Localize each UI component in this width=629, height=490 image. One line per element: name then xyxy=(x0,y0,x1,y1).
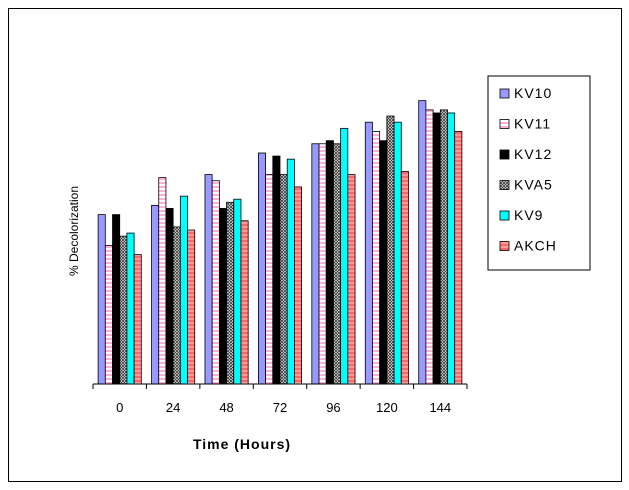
bar-kv11-24 xyxy=(158,177,167,385)
bar-kv9-72 xyxy=(286,158,295,385)
bar-kv12-0 xyxy=(112,214,121,385)
x-tick-label-72: 72 xyxy=(273,400,287,415)
x-tick-label-24: 24 xyxy=(166,400,180,415)
bar-akch-96 xyxy=(347,174,356,385)
y-axis-title: % Decolorization xyxy=(67,186,81,276)
bar-kva5-48 xyxy=(226,201,235,385)
bar-kv11-96 xyxy=(318,143,327,385)
bar-kva5-0 xyxy=(119,235,128,385)
bar-akch-72 xyxy=(293,186,302,385)
bar-kva5-96 xyxy=(333,143,342,385)
legend-box xyxy=(487,75,591,271)
legend-label-kv12: KV12 xyxy=(514,146,552,162)
bar-kv11-144 xyxy=(425,109,434,385)
bar-kv12-48 xyxy=(218,208,227,385)
legend-swatch-kv11 xyxy=(499,119,510,129)
bar-akch-24 xyxy=(187,229,196,385)
legend-swatch-akch xyxy=(499,241,510,251)
bar-kv9-120 xyxy=(393,121,402,385)
x-tick-label-144: 144 xyxy=(429,400,451,415)
bar-kva5-120 xyxy=(386,115,395,385)
bar-kv10-72 xyxy=(257,152,266,385)
legend-label-kv10: KV10 xyxy=(514,85,552,101)
bar-kv10-0 xyxy=(97,214,106,385)
bar-kv10-24 xyxy=(151,204,160,385)
bar-akch-48 xyxy=(240,220,249,385)
legend: KV10 KV11 KV12 KVA5 KV9 AKCH xyxy=(487,75,591,271)
bar-kv10-120 xyxy=(364,121,373,385)
bar-kv10-96 xyxy=(311,143,320,385)
x-tick-label-48: 48 xyxy=(219,400,233,415)
bar-kv11-72 xyxy=(265,174,274,385)
x-tick-label-120: 120 xyxy=(376,400,398,415)
bar-kva5-24 xyxy=(172,226,181,385)
bar-kva5-144 xyxy=(439,109,448,385)
x-tick-label-96: 96 xyxy=(326,400,340,415)
legend-label-kv9: KV9 xyxy=(514,207,543,223)
bar-kv9-48 xyxy=(233,198,242,385)
legend-label-kv11: KV11 xyxy=(514,116,551,132)
bar-kv10-48 xyxy=(204,174,213,385)
bar-kv12-120 xyxy=(379,140,388,385)
bars-layer xyxy=(97,100,463,385)
bar-kv9-144 xyxy=(447,112,456,385)
legend-label-kva5: KVA5 xyxy=(514,177,553,193)
bar-kv9-96 xyxy=(340,127,349,385)
bar-akch-120 xyxy=(400,171,409,385)
chart-frame: 0 24 48 72 96 120 144 Time (Hours) % Decoloriz… xyxy=(8,8,622,482)
legend-label-akch: AKCH xyxy=(514,238,557,254)
legend-swatch-kv10 xyxy=(499,88,510,99)
bar-kv11-120 xyxy=(372,131,381,385)
bar-kv12-96 xyxy=(325,140,334,385)
legend-swatch-kv9 xyxy=(499,210,510,221)
legend-swatch-kva5 xyxy=(499,180,510,190)
bar-akch-144 xyxy=(454,131,463,385)
x-axis: 0 24 48 72 96 120 144 xyxy=(92,383,468,415)
bar-kv12-72 xyxy=(272,155,281,385)
bar-chart: 0 24 48 72 96 120 144 Time (Hours) % Decoloriz… xyxy=(67,75,591,452)
x-tick-label-0: 0 xyxy=(116,400,123,415)
x-axis-title: Time (Hours) xyxy=(193,436,291,452)
bar-kva5-72 xyxy=(279,174,288,385)
legend-swatch-kv12 xyxy=(499,149,510,160)
bar-kv9-0 xyxy=(126,232,135,385)
bar-kv9-24 xyxy=(179,195,188,385)
bar-kv10-144 xyxy=(418,100,427,385)
bar-kv11-48 xyxy=(211,180,220,385)
bar-akch-0 xyxy=(133,254,142,385)
bar-kv12-144 xyxy=(432,112,441,385)
bar-kv11-0 xyxy=(104,244,113,385)
bar-kv12-24 xyxy=(165,208,174,385)
